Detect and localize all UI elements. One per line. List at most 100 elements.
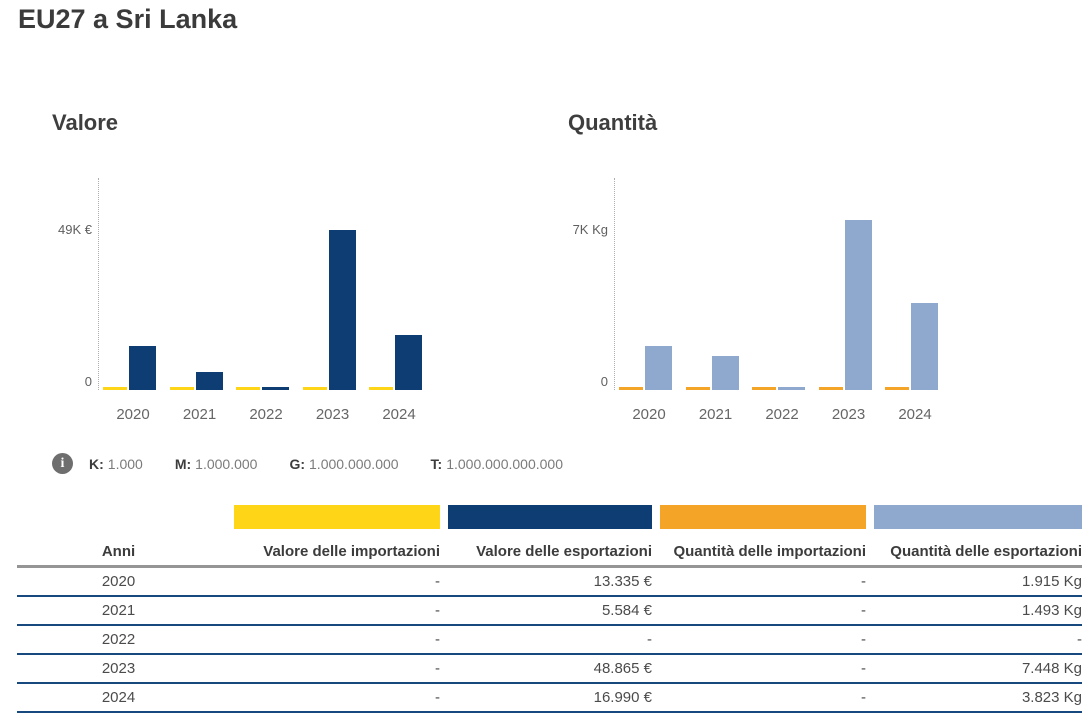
table-row: 2020 - 13.335 € - 1.915 Kg xyxy=(17,568,1082,597)
y-axis-line xyxy=(614,178,615,390)
cell-valore-esportazioni: 13.335 € xyxy=(593,573,652,590)
cell-valore-importazioni: - xyxy=(435,573,440,590)
scale-value: 1.000.000.000.000 xyxy=(446,455,563,472)
x-axis-label: 2022 xyxy=(765,406,799,423)
bar-valore-delle-esportazioni[interactable] xyxy=(395,335,422,390)
chart-quantita: 7K Kg 0 2020 2021 2022 2023 2024 xyxy=(568,178,1038,430)
bar-quantit-delle-esportazioni[interactable] xyxy=(645,346,672,390)
cell-anni: 2023 xyxy=(101,660,136,677)
x-axis-label: 2020 xyxy=(632,406,666,423)
bar-quantit-delle-esportazioni[interactable] xyxy=(911,303,938,390)
cell-anni: 2024 xyxy=(101,689,136,706)
table-row: 2022 - - - - xyxy=(17,626,1082,655)
plot-area-quantita xyxy=(568,178,1038,390)
x-axis-label: 2024 xyxy=(382,406,416,423)
cell-valore-importazioni: - xyxy=(435,602,440,619)
bar-quantit-delle-esportazioni[interactable] xyxy=(711,356,739,390)
cell-quantita-importazioni: - xyxy=(861,631,866,648)
y-axis-line xyxy=(98,178,99,390)
header-quantita-importazioni: Quantità delle importazioni xyxy=(673,543,866,560)
x-axis-label: 2021 xyxy=(182,406,217,423)
cell-quantita-esportazioni: 3.823 Kg xyxy=(1021,689,1082,706)
y-axis-zero-label: 0 xyxy=(84,374,92,389)
legend-swatch-quantita-esportazioni xyxy=(874,505,1082,529)
bar-quantit-delle-importazioni[interactable] xyxy=(619,387,643,390)
scale-legend: i K: 1.000 M: 1.000.000 G: 1.000.000.000 T:… xyxy=(52,453,595,474)
cell-valore-importazioni: - xyxy=(435,689,440,706)
scale-value: 1.000 xyxy=(107,455,143,472)
cell-anni: 2021 xyxy=(101,602,136,619)
bar-quantit-delle-importazioni[interactable] xyxy=(685,387,710,390)
bar-valore-delle-importazioni[interactable] xyxy=(103,387,127,390)
cell-quantita-importazioni: - xyxy=(861,660,866,677)
table-row: 2024 - 16.990 € - 3.823 Kg xyxy=(17,684,1082,713)
cell-valore-esportazioni: 16.990 € xyxy=(593,689,652,706)
scale-item-m: M: 1.000.000 xyxy=(175,456,258,472)
scale-prefix: M: xyxy=(174,455,192,472)
scale-prefix: G: xyxy=(289,455,306,472)
cell-quantita-importazioni: - xyxy=(861,602,866,619)
cell-valore-esportazioni: 5.584 € xyxy=(601,602,652,619)
y-axis-ref-label: 7K Kg xyxy=(572,222,608,237)
data-table: Anni Valore delle importazioni Valore de… xyxy=(17,505,1082,713)
bar-valore-delle-esportazioni[interactable] xyxy=(129,346,156,390)
table-body: 2020 - 13.335 € - 1.915 Kg 2021 - 5.584 € - 1.493… xyxy=(17,568,1082,713)
bar-valore-delle-importazioni[interactable] xyxy=(169,387,194,390)
cell-quantita-esportazioni: 1.493 Kg xyxy=(1021,602,1082,619)
header-valore-importazioni: Valore delle importazioni xyxy=(263,543,440,560)
cell-valore-esportazioni: - xyxy=(647,631,652,648)
header-quantita-esportazioni: Quantità delle esportazioni xyxy=(890,543,1082,560)
bar-quantit-delle-importazioni[interactable] xyxy=(752,387,776,390)
y-axis-zero-label: 0 xyxy=(600,374,608,389)
legend-swatch-quantita-importazioni xyxy=(660,505,866,529)
cell-valore-importazioni: - xyxy=(435,631,440,648)
x-axis-label: 2021 xyxy=(698,406,733,423)
scale-item-g: G: 1.000.000.000 xyxy=(289,456,398,472)
chart-valore: 49K € 0 2020 2021 2022 2023 2024 xyxy=(52,178,522,430)
cell-anni: 2022 xyxy=(101,631,136,648)
cell-quantita-esportazioni: - xyxy=(1077,631,1082,648)
scale-value: 1.000.000 xyxy=(195,455,258,472)
bar-valore-delle-esportazioni[interactable] xyxy=(262,387,289,390)
cell-quantita-importazioni: - xyxy=(861,573,866,590)
chart-title-quantita: Quantità xyxy=(568,110,658,135)
cell-quantita-importazioni: - xyxy=(861,689,866,706)
legend-swatch-valore-esportazioni xyxy=(448,505,652,529)
cell-anni: 2020 xyxy=(101,573,136,590)
y-axis-ref-label: 49K € xyxy=(58,222,92,237)
bar-quantit-delle-esportazioni[interactable] xyxy=(778,387,805,390)
x-axis-label: 2023 xyxy=(831,406,866,423)
bar-quantit-delle-esportazioni[interactable] xyxy=(844,220,872,390)
x-axis-label: 2023 xyxy=(315,406,350,423)
x-axis-label: 2022 xyxy=(249,406,283,423)
scale-item-t: T: 1.000.000.000.000 xyxy=(431,456,563,472)
cell-valore-importazioni: - xyxy=(435,660,440,677)
cell-quantita-esportazioni: 1.915 Kg xyxy=(1021,573,1082,590)
chart-title-valore: Valore xyxy=(52,110,119,135)
legend-swatch-row xyxy=(17,505,1082,529)
cell-quantita-esportazioni: 7.448 Kg xyxy=(1021,660,1082,677)
header-anni: Anni xyxy=(101,543,136,560)
table-row: 2021 - 5.584 € - 1.493 Kg xyxy=(17,597,1082,626)
table-header-row: Anni Valore delle importazioni Valore de… xyxy=(17,529,1082,568)
bar-valore-delle-esportazioni[interactable] xyxy=(195,372,223,390)
bar-valore-delle-importazioni[interactable] xyxy=(302,387,327,390)
page-title: EU27 a Sri Lanka xyxy=(18,4,238,34)
scale-item-k: K: 1.000 xyxy=(89,456,143,472)
bar-valore-delle-importazioni[interactable] xyxy=(369,387,393,390)
bar-quantit-delle-importazioni[interactable] xyxy=(818,387,843,390)
info-icon[interactable]: i xyxy=(52,453,73,474)
x-axis-label: 2024 xyxy=(898,406,932,423)
x-axis-label: 2020 xyxy=(116,406,150,423)
bar-valore-delle-importazioni[interactable] xyxy=(236,387,260,390)
table-row: 2023 - 48.865 € - 7.448 Kg xyxy=(17,655,1082,684)
bar-quantit-delle-importazioni[interactable] xyxy=(885,387,909,390)
plot-area-valore xyxy=(52,178,522,390)
scale-value: 1.000.000.000 xyxy=(309,455,399,472)
header-valore-esportazioni: Valore delle esportazioni xyxy=(476,543,652,560)
legend-swatch-valore-importazioni xyxy=(234,505,440,529)
scale-prefix: T: xyxy=(430,455,443,472)
cell-valore-esportazioni: 48.865 € xyxy=(593,660,652,677)
bar-valore-delle-esportazioni[interactable] xyxy=(328,230,356,390)
